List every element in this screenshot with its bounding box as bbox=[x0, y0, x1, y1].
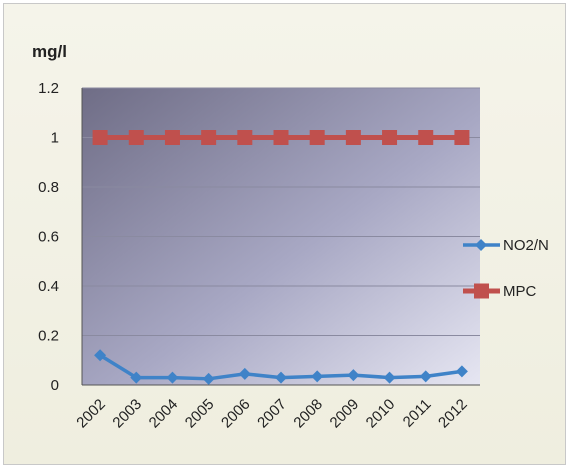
x-tick-label: 2007 bbox=[254, 396, 290, 432]
legend-item-1: MPC bbox=[463, 283, 537, 300]
data-point bbox=[345, 130, 361, 145]
x-tick-label: 2005 bbox=[182, 396, 218, 432]
y-axis-unit-label: mg/l bbox=[32, 42, 67, 61]
data-point bbox=[164, 130, 180, 145]
y-tick-label: 1.2 bbox=[38, 80, 59, 97]
x-tick-label: 2010 bbox=[363, 396, 399, 432]
x-tick-label: 2012 bbox=[435, 396, 471, 432]
data-point bbox=[128, 130, 144, 145]
legend: NO2/N MPC bbox=[463, 237, 549, 300]
data-point bbox=[130, 371, 143, 384]
data-point bbox=[238, 367, 251, 380]
data-point bbox=[383, 371, 396, 384]
data-point bbox=[273, 130, 289, 145]
data-point bbox=[237, 130, 253, 145]
data-point bbox=[94, 349, 107, 362]
data-point bbox=[311, 370, 324, 383]
data-point bbox=[309, 130, 325, 145]
data-point bbox=[202, 372, 215, 385]
data-point bbox=[201, 130, 217, 145]
x-tick-label: 2002 bbox=[73, 396, 109, 432]
x-tick-label: 2006 bbox=[218, 396, 254, 432]
data-point bbox=[419, 370, 432, 383]
x-tick-label: 2004 bbox=[146, 396, 182, 432]
data-point bbox=[347, 369, 360, 382]
x-tick-label: 2009 bbox=[327, 396, 363, 432]
legend-label: MPC bbox=[503, 283, 537, 300]
legend-marker bbox=[474, 283, 489, 299]
legend-item-0: NO2/N bbox=[463, 237, 549, 254]
data-point bbox=[418, 130, 434, 145]
y-tick-label: 0.6 bbox=[38, 229, 59, 246]
y-tick-label: 0.4 bbox=[38, 278, 59, 295]
y-tick-label: 1 bbox=[51, 130, 59, 147]
y-tick-label: 0.2 bbox=[38, 328, 59, 345]
x-tick-label: 2008 bbox=[290, 396, 326, 432]
x-tick-label: 2003 bbox=[109, 396, 145, 432]
series-layer bbox=[92, 130, 470, 385]
legend-label: NO2/N bbox=[503, 237, 549, 254]
data-point bbox=[275, 371, 287, 384]
data-point bbox=[166, 371, 179, 384]
data-point bbox=[454, 130, 470, 145]
y-tick-label: 0 bbox=[51, 377, 59, 394]
x-tick-label: 2011 bbox=[400, 396, 435, 431]
y-tick-label: 0.8 bbox=[38, 179, 59, 196]
data-point bbox=[455, 365, 468, 378]
legend-marker bbox=[475, 239, 487, 251]
data-point bbox=[382, 130, 398, 145]
data-point bbox=[92, 130, 108, 145]
